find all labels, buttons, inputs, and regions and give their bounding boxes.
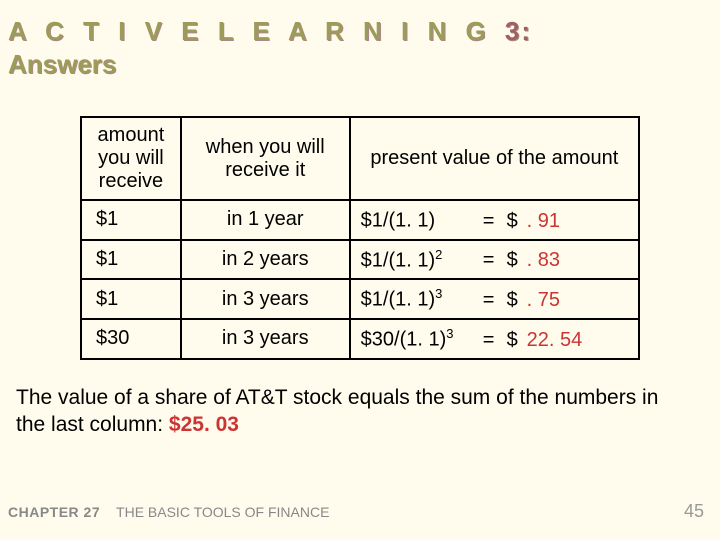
conclusion-body: The value of a share of AT&T stock equal… [16,386,658,436]
cell-amount: $1 [81,200,181,240]
cell-when: in 3 years [181,319,350,359]
title-prefix: A C T I V E L E A R N I N G [8,16,492,46]
footer-subtitle: THE BASIC TOOLS OF FINANCE [116,504,329,520]
pv-equals: = [477,249,501,272]
pv-equals: = [477,289,501,312]
cell-pv: $1/(1. 1)3 = $ . 75 [350,279,639,319]
slide-header: A C T I V E L E A R N I N G 3: Answers [0,0,720,88]
cell-pv: $30/(1. 1)3 = $ 22. 54 [350,319,639,359]
conclusion-total: $25. 03 [169,413,239,436]
cell-when: in 1 year [181,200,350,240]
col-header-pv: present value of the amount [350,117,639,200]
cell-amount: $1 [81,240,181,280]
pv-formula: $1/(1. 1)3 [361,286,471,312]
cell-amount: $1 [81,279,181,319]
table-header-row: amount you will receive when you will re… [81,117,639,200]
footer-left: CHAPTER 27 THE BASIC TOOLS OF FINANCE [8,504,329,520]
cell-pv: $1/(1. 1) = $ . 91 [350,200,639,240]
cell-when: in 3 years [181,279,350,319]
pv-formula: $30/(1. 1)3 [361,326,471,352]
table-row: $1 in 3 years $1/(1. 1)3 = $ . 75 [81,279,639,319]
footer-page-number: 45 [684,501,704,522]
pv-value: 22. 54 [527,329,583,352]
cell-pv: $1/(1. 1)2 = $ . 83 [350,240,639,280]
pv-inner: $1/(1. 1)3 = $ . 75 [361,286,628,312]
col-header-when: when you will receive it [181,117,350,200]
pv-dollar: $ [507,249,521,272]
title-line-1: A C T I V E L E A R N I N G 3: [8,16,712,47]
pv-dollar: $ [507,289,521,312]
pv-equals: = [477,329,501,352]
pv-formula: $1/(1. 1)2 [361,247,471,273]
title-number: 3: [505,16,532,46]
pv-table: amount you will receive when you will re… [80,116,640,360]
table-row: $30 in 3 years $30/(1. 1)3 = $ 22. 54 [81,319,639,359]
pv-value: . 75 [527,289,560,312]
pv-inner: $1/(1. 1) = $ . 91 [361,207,628,233]
pv-formula: $1/(1. 1) [361,207,471,233]
title-line-2: Answers [8,49,712,80]
table-row: $1 in 2 years $1/(1. 1)2 = $ . 83 [81,240,639,280]
pv-dollar: $ [507,210,521,233]
pv-inner: $30/(1. 1)3 = $ 22. 54 [361,326,628,352]
slide-footer: CHAPTER 27 THE BASIC TOOLS OF FINANCE 45 [8,501,704,522]
pv-value: . 83 [527,249,560,272]
cell-when: in 2 years [181,240,350,280]
col-header-amount: amount you will receive [81,117,181,200]
table-container: amount you will receive when you will re… [0,88,720,360]
pv-equals: = [477,210,501,233]
conclusion-text: The value of a share of AT&T stock equal… [0,360,720,439]
cell-amount: $30 [81,319,181,359]
pv-inner: $1/(1. 1)2 = $ . 83 [361,247,628,273]
footer-chapter: CHAPTER 27 [8,504,100,520]
table-row: $1 in 1 year $1/(1. 1) = $ . 91 [81,200,639,240]
pv-dollar: $ [507,329,521,352]
pv-value: . 91 [527,210,560,233]
